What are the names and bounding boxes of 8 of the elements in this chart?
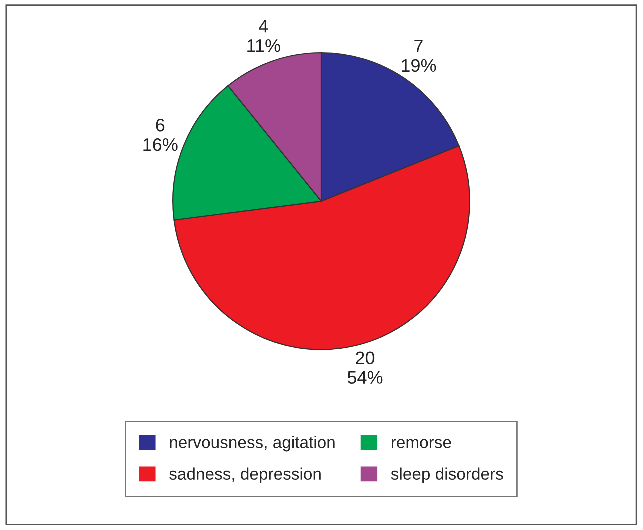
legend-label: nervousness, agitation	[170, 436, 335, 452]
legend-label: remorse	[392, 439, 452, 448]
data-label: 4 11%	[248, 20, 280, 52]
data-label: 6 16%	[144, 119, 178, 152]
legend-label: sadness, depression	[170, 468, 321, 484]
data-label: 7 19%	[402, 40, 436, 72]
legend-label: sleep disorders	[391, 468, 504, 484]
data-label: 20 54%	[348, 352, 383, 384]
